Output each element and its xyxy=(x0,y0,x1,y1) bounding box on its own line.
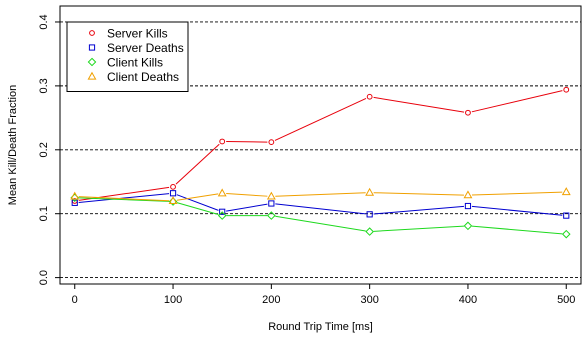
legend-marker-client-deaths xyxy=(87,71,97,80)
series-line-segment xyxy=(176,202,219,215)
data-point-client-deaths xyxy=(168,196,178,205)
legend-item-client-deaths: Client Deaths xyxy=(87,70,179,84)
series-line-segment xyxy=(275,203,366,215)
legend-marker-server-kills xyxy=(89,30,95,36)
data-point-server-deaths xyxy=(366,211,373,218)
data-point-server-deaths xyxy=(71,199,78,206)
legend-marker-server-deaths xyxy=(88,44,96,51)
x-tick-label: 300 xyxy=(360,294,378,306)
data-point-server-deaths xyxy=(169,190,177,197)
data-point-client-kills xyxy=(267,211,276,220)
y-tick-label: 0.0 xyxy=(38,270,50,285)
data-point-server-kills xyxy=(219,138,226,145)
data-point-server-kills xyxy=(268,139,275,146)
series-line-segment xyxy=(175,143,220,185)
y-axis-title: Mean Kill/Death Fraction xyxy=(7,85,19,205)
data-point-client-deaths xyxy=(561,187,571,196)
data-point-client-deaths xyxy=(217,188,227,197)
data-point-server-kills xyxy=(170,183,176,190)
plot-area-frame xyxy=(59,5,582,285)
series-line-segment xyxy=(471,205,563,216)
x-tick-label: 200 xyxy=(262,294,280,306)
series-line-segment xyxy=(275,215,366,232)
data-point-server-kills xyxy=(563,86,570,93)
data-point-client-deaths xyxy=(266,191,276,200)
x-axis: 0 100 200 300 400 500 xyxy=(72,284,575,306)
series-server-kills xyxy=(71,86,570,204)
data-point-server-deaths xyxy=(219,208,226,215)
series-line-segment xyxy=(78,193,170,203)
data-point-client-kills xyxy=(217,211,227,220)
x-tick-label: 400 xyxy=(459,294,477,306)
series-line-segment xyxy=(373,205,465,215)
data-point-server-deaths xyxy=(464,202,472,210)
series-line-segment xyxy=(373,225,464,232)
legend-label: Client Deaths xyxy=(107,70,179,84)
x-tick-label: 100 xyxy=(164,294,182,306)
series-line-segment xyxy=(78,196,170,202)
series-line-segment xyxy=(226,203,268,212)
legend-label: Client Kills xyxy=(107,55,163,69)
y-tick-label: 0.2 xyxy=(38,142,50,157)
y-tick-label: 0.3 xyxy=(38,78,50,93)
data-point-server-deaths xyxy=(563,212,570,219)
legend-marker-client-kills xyxy=(87,57,97,67)
series-line-segment xyxy=(176,194,219,211)
series-line-segment xyxy=(471,90,563,113)
series-line-segment xyxy=(176,193,219,201)
series-server-deaths xyxy=(71,190,570,219)
x-axis-title: Round Trip Time [ms] xyxy=(268,321,373,333)
data-point-client-kills xyxy=(168,197,178,206)
series-line-segment xyxy=(78,197,170,202)
legend-label: Server Kills xyxy=(107,26,168,40)
data-point-server-kills xyxy=(366,93,373,100)
data-point-client-deaths xyxy=(463,190,473,199)
x-tick-label: 0 xyxy=(72,294,78,306)
data-point-server-deaths xyxy=(268,200,275,207)
series-line-segment xyxy=(373,192,464,196)
legend-box xyxy=(66,21,189,92)
y-tick-label: 0.1 xyxy=(38,206,50,221)
legend-item-server-deaths: Server Deaths xyxy=(88,41,184,55)
legend-label: Server Deaths xyxy=(107,41,184,55)
series-line-segment xyxy=(275,192,366,197)
series-line-segment xyxy=(274,97,367,141)
series-line-segment xyxy=(373,96,465,113)
series-line-segment xyxy=(226,193,268,197)
series-client-kills xyxy=(70,193,571,239)
x-tick-label: 500 xyxy=(557,294,575,306)
series-layer xyxy=(70,86,571,239)
data-point-client-deaths xyxy=(365,187,375,196)
series-client-deaths xyxy=(70,187,571,205)
data-point-client-deaths xyxy=(70,191,80,200)
y-tick-label: 0.4 xyxy=(38,14,50,29)
series-line-segment xyxy=(471,225,563,235)
legend-item-client-kills: Client Kills xyxy=(87,55,163,69)
data-point-client-kills xyxy=(463,221,473,231)
data-point-server-kills xyxy=(465,109,471,116)
series-line-segment xyxy=(471,191,563,196)
series-line-segment xyxy=(226,141,268,143)
data-point-client-kills xyxy=(561,229,571,239)
legend-item-server-kills: Server Kills xyxy=(89,26,168,40)
data-point-client-kills xyxy=(365,227,374,236)
y-axis: 0.0 0.1 0.2 0.3 0.4 xyxy=(38,14,60,285)
